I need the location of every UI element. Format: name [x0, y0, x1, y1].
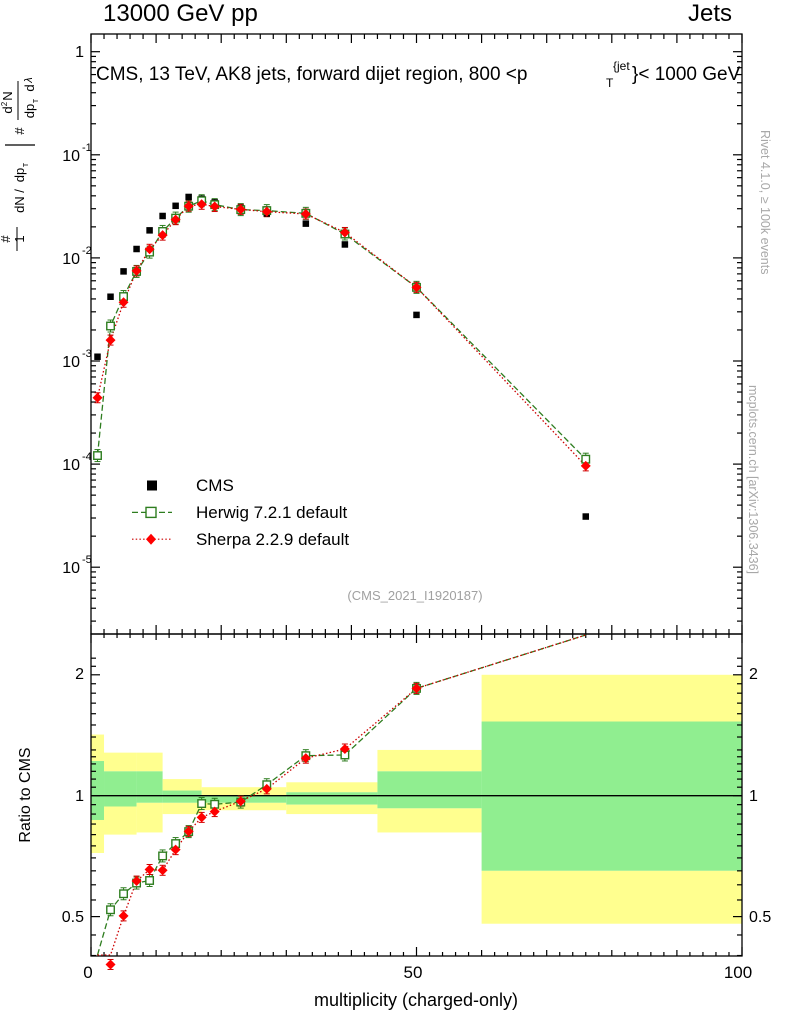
svg-text:{jet: {jet: [613, 59, 630, 73]
svg-text:λ: λ: [23, 77, 35, 83]
svg-text:-1: -1: [82, 142, 92, 154]
svg-text:d: d: [0, 106, 15, 113]
svg-text:100: 100: [724, 963, 752, 982]
svg-text:mcplots.cern.ch [arXiv:1306.34: mcplots.cern.ch [arXiv:1306.3436]: [746, 385, 760, 574]
svg-text:1: 1: [75, 44, 84, 61]
svg-text:T: T: [33, 98, 40, 103]
svg-text:0: 0: [83, 963, 92, 982]
svg-text:50: 50: [404, 963, 423, 982]
svg-text:2: 2: [0, 101, 9, 106]
svg-text:Herwig 7.2.1 default: Herwig 7.2.1 default: [196, 503, 347, 522]
svg-text:10: 10: [62, 251, 80, 268]
svg-text:1: 1: [749, 788, 758, 805]
svg-text:10: 10: [62, 148, 80, 165]
svg-text:dp: dp: [22, 104, 37, 118]
svg-text:10: 10: [62, 354, 80, 371]
svg-text:Sherpa 2.2.9 default: Sherpa 2.2.9 default: [196, 530, 349, 549]
svg-text:multiplicity (charged-only): multiplicity (charged-only): [314, 990, 518, 1010]
svg-text:1: 1: [75, 788, 84, 805]
svg-text:T: T: [606, 76, 614, 90]
svg-text:d: d: [22, 84, 37, 91]
svg-text:0.5: 0.5: [749, 909, 771, 926]
svg-text:CMS, 13 TeV, AK8 jets, forward: CMS, 13 TeV, AK8 jets, forward dijet reg…: [96, 64, 527, 85]
svg-text:0.5: 0.5: [62, 909, 84, 926]
svg-text:-5: -5: [82, 554, 92, 566]
svg-text:}< 1000 GeV: }< 1000 GeV: [632, 64, 741, 85]
svg-text:T: T: [23, 162, 30, 167]
svg-text:#: #: [0, 235, 13, 243]
svg-text:#: #: [12, 127, 27, 135]
svg-text:N: N: [0, 91, 15, 100]
svg-text:-3: -3: [82, 348, 92, 360]
svg-text:Rivet 4.1.0, ≥ 100k events: Rivet 4.1.0, ≥ 100k events: [758, 130, 772, 274]
svg-text:-4: -4: [82, 451, 92, 463]
svg-text:2: 2: [75, 666, 84, 683]
svg-text:10: 10: [62, 560, 80, 577]
svg-text:CMS: CMS: [196, 476, 234, 495]
svg-text:Ratio to CMS: Ratio to CMS: [17, 747, 34, 842]
svg-text:10: 10: [62, 457, 80, 474]
svg-text:(CMS_2021_I1920187): (CMS_2021_I1920187): [347, 588, 482, 603]
svg-text:13000 GeV pp: 13000 GeV pp: [103, 0, 258, 27]
svg-text:dN /: dN /: [12, 189, 27, 213]
svg-text:dp: dp: [12, 168, 27, 182]
svg-text:-2: -2: [82, 245, 92, 257]
svg-text:1: 1: [12, 235, 27, 242]
svg-text:Jets: Jets: [688, 0, 732, 27]
svg-text:2: 2: [749, 666, 758, 683]
